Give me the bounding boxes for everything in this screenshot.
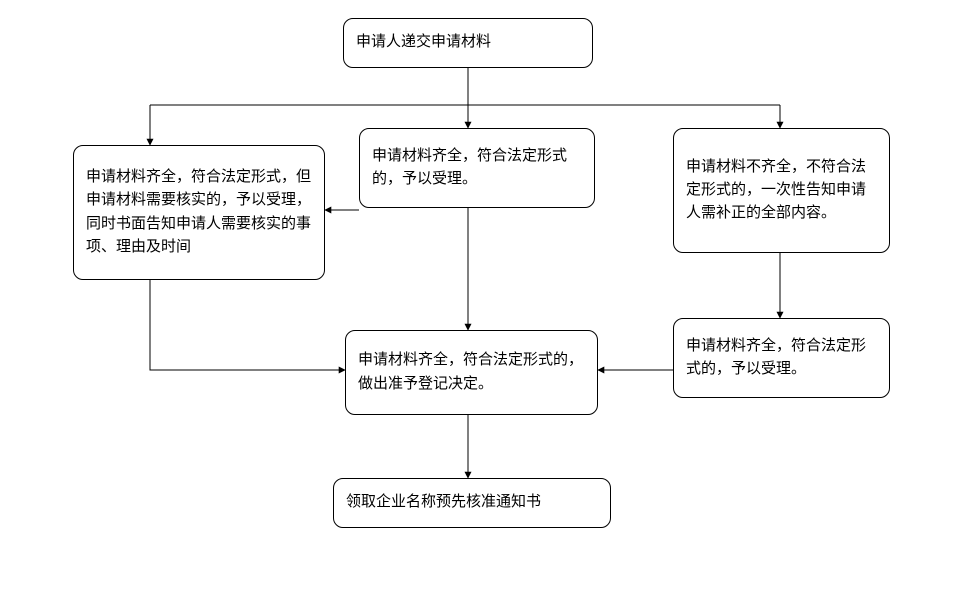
node-label: 申请材料齐全，符合法定形式的，做出准予登记决定。 (358, 349, 585, 396)
node-label: 申请材料不齐全，不符合法定形式的，一次性告知申请人需补正的全部内容。 (686, 156, 877, 226)
node-start: 申请人递交申请材料 (343, 18, 593, 68)
node-left1: 申请材料齐全，符合法定形式，但申请材料需要核实的，予以受理，同时书面告知申请人需… (73, 145, 325, 280)
node-label: 申请材料齐全，符合法定形式的，予以受理。 (686, 335, 877, 382)
node-mid1: 申请材料齐全，符合法定形式的，予以受理。 (359, 128, 595, 208)
node-right1: 申请材料不齐全，不符合法定形式的，一次性告知申请人需补正的全部内容。 (673, 128, 890, 253)
flowchart-canvas: 申请人递交申请材料 申请材料齐全，符合法定形式，但申请材料需要核实的，予以受理，… (0, 0, 974, 589)
node-right2: 申请材料齐全，符合法定形式的，予以受理。 (673, 318, 890, 398)
node-label: 申请材料齐全，符合法定形式的，予以受理。 (372, 145, 582, 192)
node-label: 申请人递交申请材料 (356, 31, 491, 54)
node-mid2: 申请材料齐全，符合法定形式的，做出准予登记决定。 (345, 330, 598, 415)
node-label: 领取企业名称预先核准通知书 (346, 491, 541, 514)
node-label: 申请材料齐全，符合法定形式，但申请材料需要核实的，予以受理，同时书面告知申请人需… (86, 166, 312, 259)
node-end: 领取企业名称预先核准通知书 (333, 478, 611, 528)
